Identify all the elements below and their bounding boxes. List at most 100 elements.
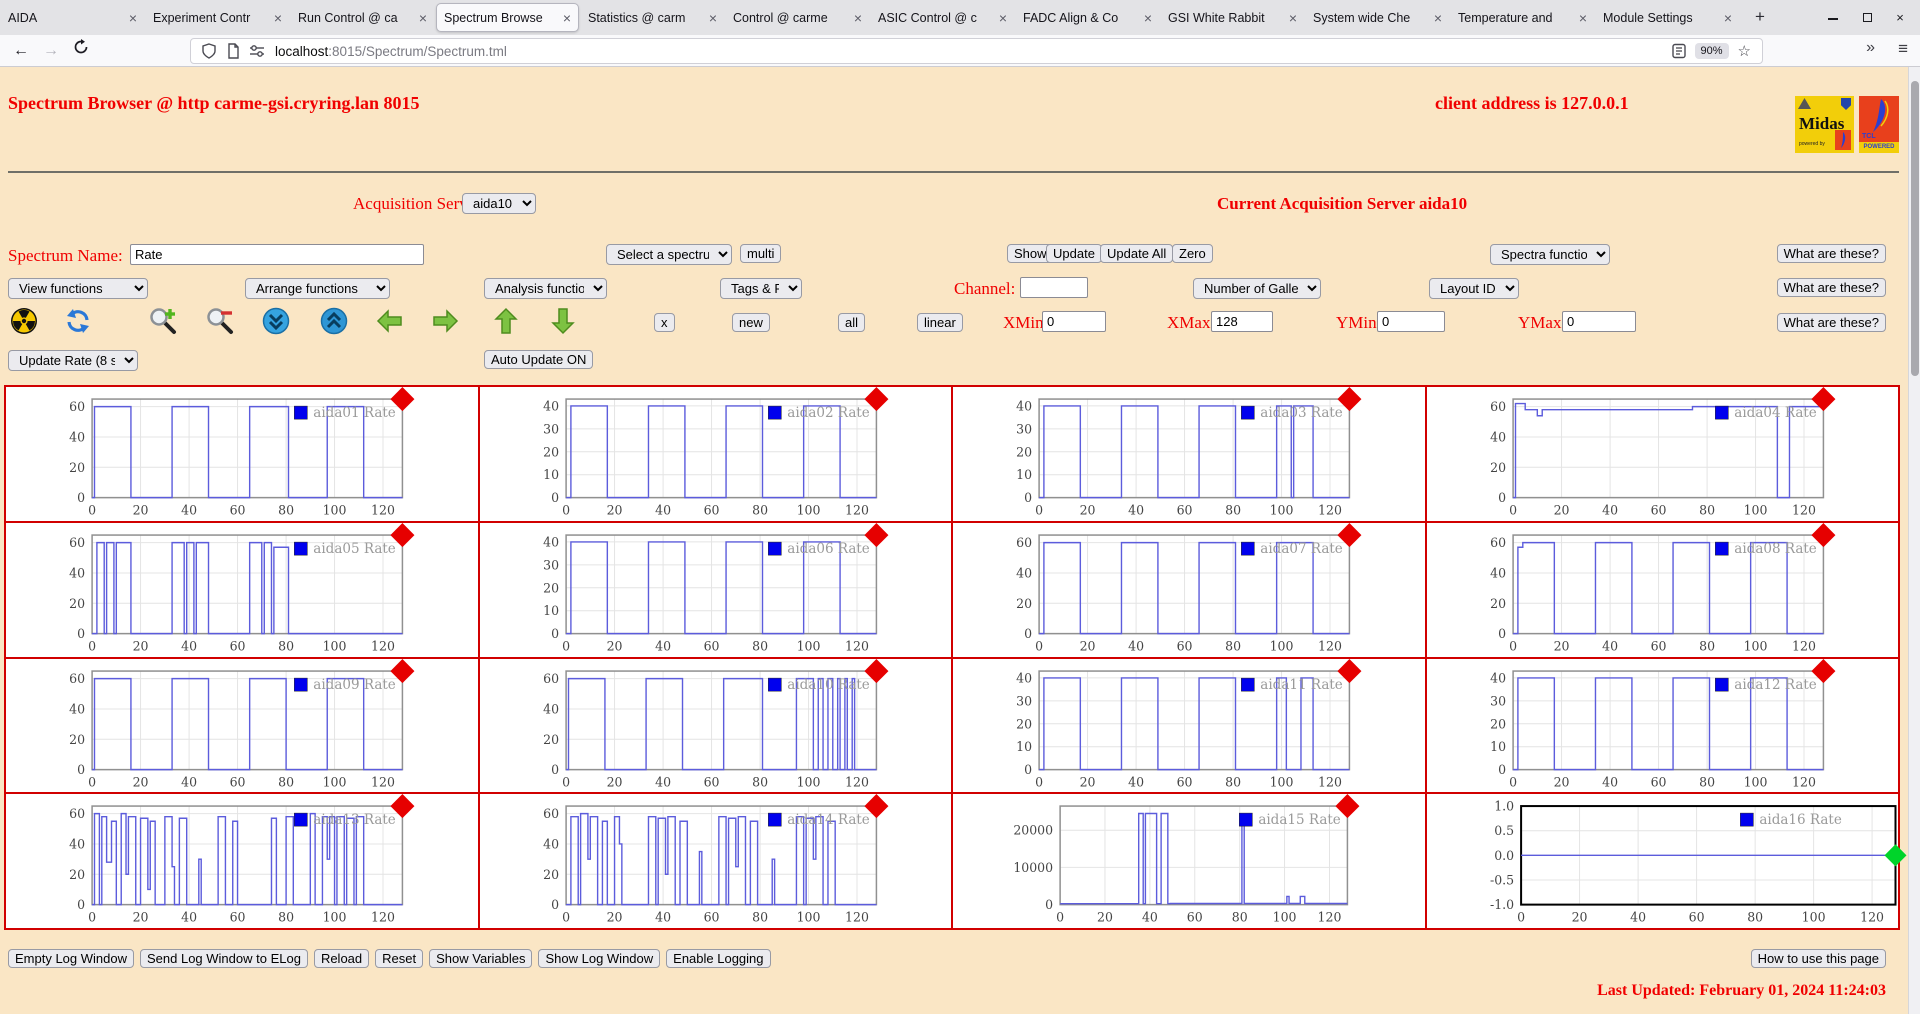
zero-button[interactable]: Zero (1172, 244, 1213, 263)
spectrum-chart-aida05[interactable]: 0 20 40 60 0 20 40 60 80 100 120 aida05 Rate (6, 522, 478, 657)
analysis-functions-dropdown[interactable]: Analysis functions (484, 278, 607, 299)
update-rate-dropdown[interactable]: Update Rate (8 secs) (8, 350, 138, 371)
footer-button-show-log-window[interactable]: Show Log Window (538, 949, 661, 968)
multi-button[interactable]: multi (740, 244, 782, 263)
tab-6[interactable]: Control @ carme × (726, 3, 869, 32)
number-of-galleries-dropdown[interactable]: Number of Galleries (1193, 278, 1321, 299)
spectrum-chart-aida12[interactable]: 0 10 20 30 40 0 20 40 60 80 100 120 aida12 Rate (1426, 658, 1898, 793)
tab-close-icon[interactable]: × (1578, 9, 1587, 26)
radiation-icon[interactable] (10, 307, 38, 335)
tab-8[interactable]: FADC Align & Co × (1016, 3, 1159, 32)
ymin-input[interactable] (1377, 311, 1445, 332)
footer-button-empty-log-window[interactable]: Empty Log Window (8, 949, 134, 968)
page-info-icon[interactable] (224, 42, 242, 60)
page-scrollbar[interactable] (1908, 67, 1920, 1014)
bookmark-star-icon[interactable]: ☆ (1737, 43, 1751, 60)
arrow-right-icon[interactable] (431, 307, 459, 335)
spectrum-chart-aida13[interactable]: 0 20 40 60 0 20 40 60 80 100 120 aida13 Rate (6, 794, 478, 928)
spectrum-name-input[interactable] (130, 244, 424, 265)
spectrum-chart-aida16[interactable]: -1.0 -0.5 0.0 0.5 1.0 0 20 40 60 80 100 120 aida16 R… (1426, 794, 1907, 928)
window-minimize-button[interactable] (1822, 8, 1844, 28)
layout-id-dropdown[interactable]: Layout ID=1 (1429, 278, 1519, 299)
zoom-in-icon[interactable] (149, 307, 177, 335)
spectrum-chart-aida15[interactable]: 0 10000 20000 0 20 40 60 80 100 120 aida15 Rate (953, 794, 1425, 928)
scrollbar-thumb[interactable] (1911, 81, 1919, 376)
zoom-level-badge[interactable]: 90% (1694, 43, 1729, 59)
footer-button-reload[interactable]: Reload (313, 949, 370, 968)
arrow-left-icon[interactable] (376, 307, 404, 335)
what-are-these-button-1[interactable]: What are these? (1776, 244, 1886, 263)
auto-update-button[interactable]: Auto Update ON (484, 350, 594, 369)
spectrum-chart-aida01[interactable]: 0 20 40 60 0 20 40 60 80 100 120 aida01 Rate (6, 387, 478, 521)
reader-view-icon[interactable] (1670, 42, 1688, 60)
refresh-icon[interactable] (64, 307, 92, 335)
spectrum-chart-aida03[interactable]: 0 10 20 30 40 0 20 40 60 80 100 120 aida03 Rate (953, 387, 1425, 521)
tab-close-icon[interactable]: × (562, 9, 571, 26)
hamburger-menu-icon[interactable]: ≡ (1898, 39, 1908, 58)
reload-button[interactable] (68, 39, 94, 63)
tab-5[interactable]: Statistics @ carm × (581, 3, 724, 32)
move-up-icon[interactable] (320, 307, 348, 335)
spectrum-chart-aida11[interactable]: 0 10 20 30 40 0 20 40 60 80 100 120 aida11 Rate (953, 658, 1425, 793)
spectrum-chart-aida08[interactable]: 0 20 40 60 0 20 40 60 80 100 120 aida08 Rate (1426, 522, 1898, 657)
spectrum-chart-aida06[interactable]: 0 10 20 30 40 0 20 40 60 80 100 120 aida06 Rate (479, 522, 951, 657)
window-close-button[interactable]: × (1896, 10, 1904, 25)
ymax-input[interactable] (1562, 311, 1636, 332)
spectrum-chart-aida10[interactable]: 0 20 40 60 0 20 40 60 80 100 120 aida10 Rate (479, 658, 951, 793)
spectrum-chart-aida07[interactable]: 0 20 40 60 0 20 40 60 80 100 120 aida07 Rate (953, 522, 1425, 657)
tab-1[interactable]: AIDA × (1, 3, 144, 32)
all-button[interactable]: all (838, 313, 866, 332)
zoom-out-icon[interactable] (206, 307, 234, 335)
tab-close-icon[interactable]: × (418, 9, 427, 26)
tab-10[interactable]: System wide Che × (1306, 3, 1449, 32)
spectrum-chart-aida04[interactable]: 0 20 40 60 0 20 40 60 80 100 120 aida04 Rate (1426, 387, 1898, 521)
footer-button-enable-logging[interactable]: Enable Logging (666, 949, 771, 968)
tab-close-icon[interactable]: × (1288, 9, 1297, 26)
overflow-menu-icon[interactable]: » (1866, 39, 1875, 56)
how-to-use-button[interactable]: How to use this page (1750, 949, 1886, 968)
tab-close-icon[interactable]: × (273, 9, 282, 26)
new-button[interactable]: new (732, 313, 770, 332)
shield-icon[interactable] (200, 42, 218, 60)
select-spectrum-dropdown[interactable]: Select a spectrum (606, 244, 732, 265)
tab-7[interactable]: ASIC Control @ c × (871, 3, 1014, 32)
xmax-input[interactable] (1211, 311, 1273, 332)
move-down-icon[interactable] (262, 307, 290, 335)
update-button[interactable]: Update (1046, 244, 1102, 263)
footer-button-reset[interactable]: Reset (375, 949, 424, 968)
tags-fits-dropdown[interactable]: Tags & Fits (720, 278, 802, 299)
view-functions-dropdown[interactable]: View functions (8, 278, 148, 299)
tab-2[interactable]: Experiment Contr × (146, 3, 289, 32)
linear-button[interactable]: linear (917, 313, 963, 332)
what-are-these-button-3[interactable]: What are these? (1776, 313, 1886, 332)
tab-9[interactable]: GSI White Rabbit × (1161, 3, 1304, 32)
show-button[interactable]: Show (1007, 244, 1054, 263)
arrange-functions-dropdown[interactable]: Arrange functions (245, 278, 390, 299)
x-axis-button[interactable]: x (654, 313, 675, 332)
window-maximize-button[interactable] (1856, 8, 1878, 28)
xmin-input[interactable] (1042, 311, 1106, 332)
footer-button-send-log-window-to-elog[interactable]: Send Log Window to ELog (140, 949, 308, 968)
tab-close-icon[interactable]: × (1723, 9, 1732, 26)
arrow-up-icon[interactable] (492, 307, 520, 335)
permissions-icon[interactable] (248, 42, 266, 60)
channel-input[interactable] (1020, 277, 1088, 298)
tab-12[interactable]: Module Settings × (1596, 3, 1739, 32)
tab-3[interactable]: Run Control @ ca × (291, 3, 434, 32)
tab-4[interactable]: Spectrum Browse × (436, 3, 579, 32)
url-bar[interactable]: localhost:8015/Spectrum/Spectrum.tml 90%… (190, 38, 1763, 64)
tab-close-icon[interactable]: × (128, 9, 137, 26)
acquisition-server-select[interactable]: aida10 (462, 193, 536, 214)
tab-close-icon[interactable]: × (998, 9, 1007, 26)
url-text[interactable]: localhost:8015/Spectrum/Spectrum.tml (275, 43, 507, 59)
spectrum-chart-aida14[interactable]: 0 20 40 60 0 20 40 60 80 100 120 aida14 Rate (479, 794, 951, 928)
spectrum-chart-aida09[interactable]: 0 20 40 60 0 20 40 60 80 100 120 aida09 Rate (6, 658, 478, 793)
forward-button[interactable]: → (43, 42, 59, 59)
spectrum-chart-aida02[interactable]: 0 10 20 30 40 0 20 40 60 80 100 120 aida02 Rate (479, 387, 951, 521)
tab-close-icon[interactable]: × (1433, 9, 1442, 26)
back-button[interactable]: ← (13, 42, 29, 59)
tab-close-icon[interactable]: × (853, 9, 862, 26)
new-tab-button[interactable]: + (1755, 7, 1765, 26)
tab-11[interactable]: Temperature and × (1451, 3, 1594, 32)
tab-close-icon[interactable]: × (1143, 9, 1152, 26)
